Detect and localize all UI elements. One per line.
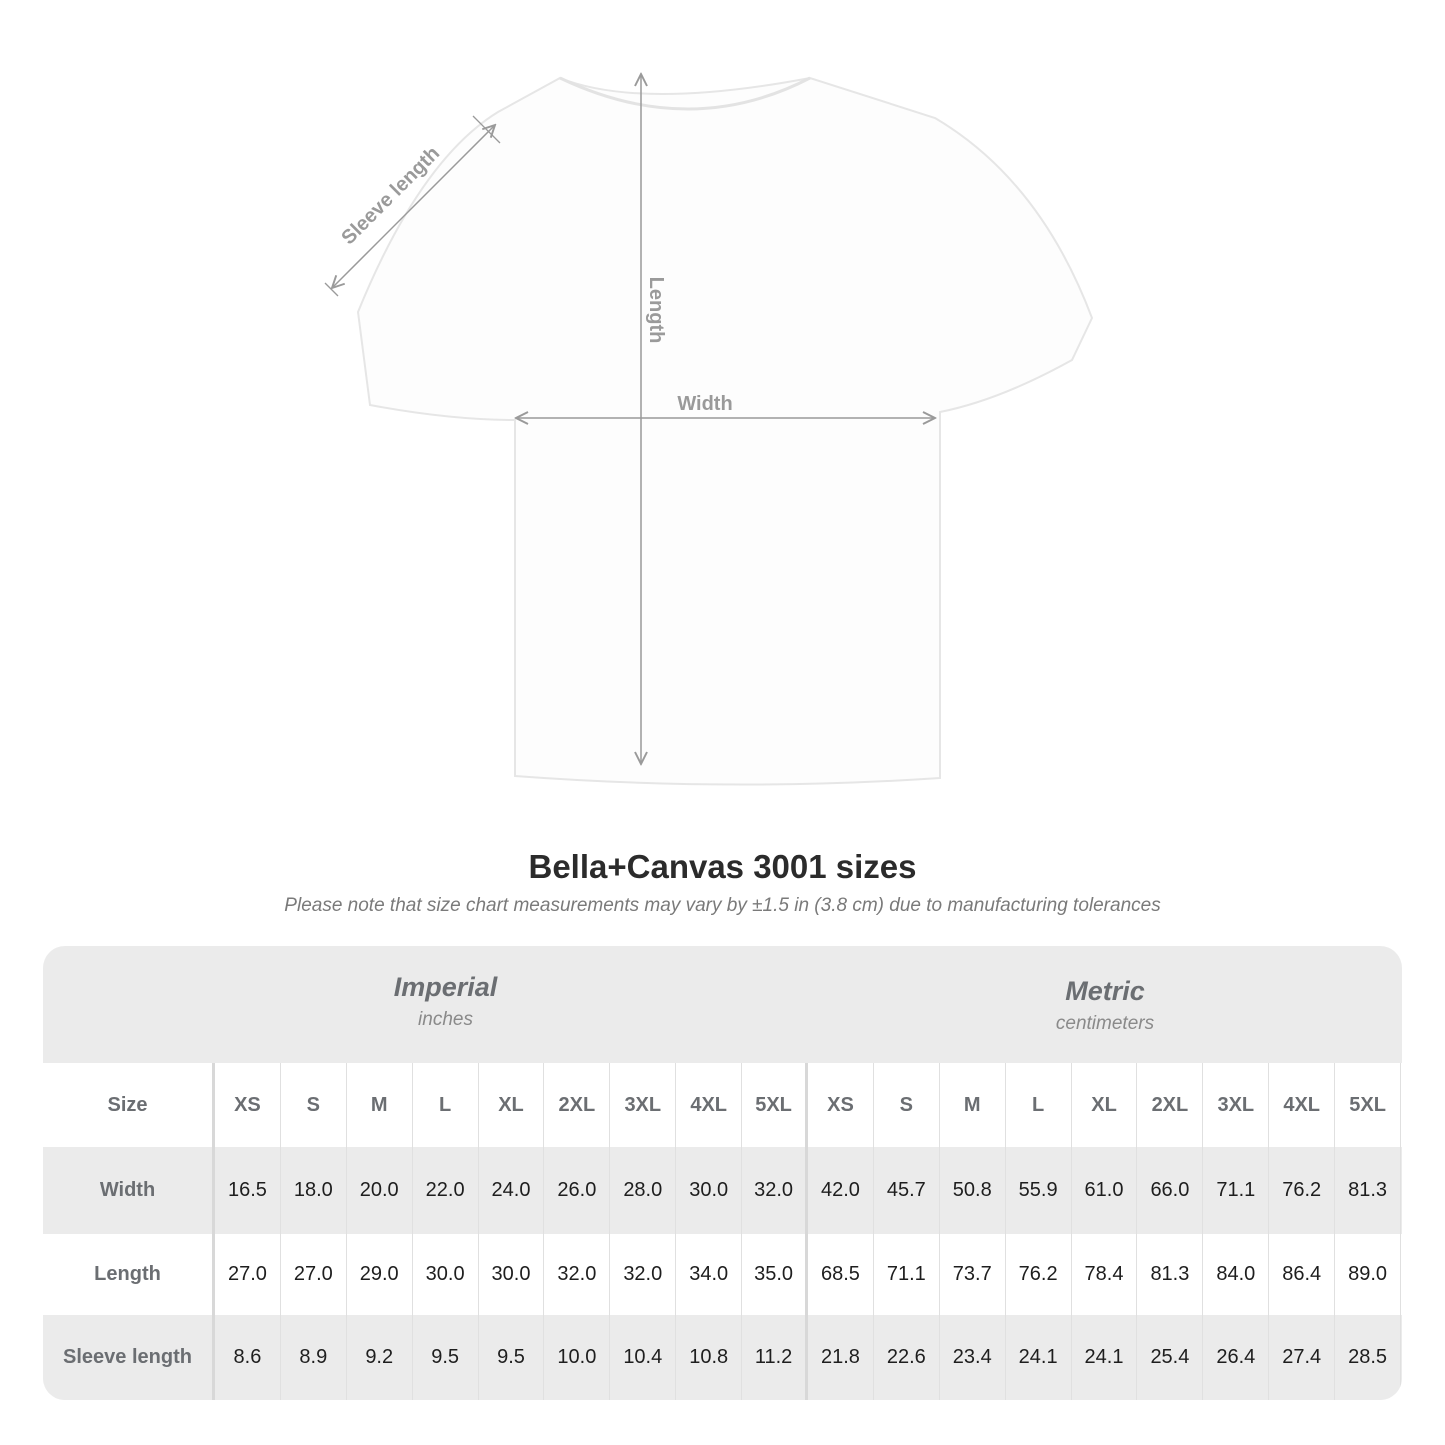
size-header-imperial: 2XL: [544, 1063, 611, 1147]
value-cell-imperial: 32.0: [544, 1234, 611, 1315]
size-header-imperial: 5XL: [742, 1063, 809, 1147]
value-cell-metric: 76.2: [1006, 1234, 1072, 1315]
size-header-imperial: 3XL: [610, 1063, 677, 1147]
table-row: Length 27.0 27.0 29.0 30.0 30.0 32.0 32.0 34.0 35…: [43, 1234, 1402, 1315]
size-header-metric: L: [1006, 1063, 1072, 1147]
value-cell-metric: 21.8: [808, 1315, 874, 1400]
tshirt-shape: [356, 76, 1094, 786]
value-cell-imperial: 30.0: [479, 1234, 545, 1315]
value-cell-imperial: 9.5: [413, 1315, 479, 1400]
size-header-metric: XL: [1072, 1063, 1138, 1147]
value-cell-imperial: 22.0: [413, 1147, 479, 1234]
value-cell-metric: 76.2: [1269, 1147, 1336, 1234]
value-cell-imperial: 8.6: [215, 1315, 281, 1400]
value-cell-imperial: 30.0: [676, 1147, 743, 1234]
value-cell-imperial: 20.0: [347, 1147, 413, 1234]
value-cell-metric: 68.5: [808, 1234, 874, 1315]
value-cell-imperial: 16.5: [215, 1147, 281, 1234]
value-cell-metric: 42.0: [808, 1147, 874, 1234]
value-cell-metric: 25.4: [1137, 1315, 1204, 1400]
value-cell-metric: 28.5: [1335, 1315, 1402, 1400]
value-cell-imperial: 27.0: [215, 1234, 281, 1315]
length-label: Length: [645, 277, 667, 344]
value-cell-metric: 89.0: [1335, 1234, 1402, 1315]
value-cell-imperial: 32.0: [610, 1234, 677, 1315]
tolerance-note: Please note that size chart measurements…: [284, 895, 1161, 916]
value-cell-imperial: 10.0: [544, 1315, 611, 1400]
value-cell-imperial: 34.0: [676, 1234, 743, 1315]
value-cell-metric: 81.3: [1335, 1147, 1402, 1234]
value-cell-imperial: 24.0: [479, 1147, 545, 1234]
size-header-metric: 3XL: [1203, 1063, 1270, 1147]
size-header-metric: M: [940, 1063, 1006, 1147]
value-cell-metric: 86.4: [1269, 1234, 1336, 1315]
value-cell-imperial: 10.8: [676, 1315, 743, 1400]
size-header-imperial: S: [281, 1063, 347, 1147]
value-cell-metric: 45.7: [874, 1147, 940, 1234]
value-cell-metric: 73.7: [940, 1234, 1006, 1315]
value-cell-imperial: 30.0: [413, 1234, 479, 1315]
value-cell-metric: 66.0: [1137, 1147, 1204, 1234]
value-cell-imperial: 32.0: [742, 1147, 809, 1234]
page-title: Bella+Canvas 3001 sizes: [528, 848, 917, 885]
value-cell-imperial: 26.0: [544, 1147, 611, 1234]
size-header-metric: 4XL: [1269, 1063, 1336, 1147]
value-cell-metric: 22.6: [874, 1315, 940, 1400]
tshirt-diagram: Sleeve length Length Width: [324, 0, 1094, 786]
value-cell-metric: 71.1: [874, 1234, 940, 1315]
value-cell-imperial: 18.0: [281, 1147, 347, 1234]
value-cell-imperial: 35.0: [742, 1234, 809, 1315]
value-cell-metric: 61.0: [1072, 1147, 1138, 1234]
table-row: Width 16.5 18.0 20.0 22.0 24.0 26.0 28.0 30.0 32.…: [43, 1147, 1402, 1234]
size-header-imperial: 4XL: [676, 1063, 743, 1147]
value-cell-imperial: 10.4: [610, 1315, 677, 1400]
value-cell-metric: 23.4: [940, 1315, 1006, 1400]
value-cell-imperial: 9.2: [347, 1315, 413, 1400]
table-row: Sleeve length 8.6 8.9 9.2 9.5 9.5 10.0 10.4 10.8…: [43, 1315, 1402, 1400]
value-cell-imperial: 28.0: [610, 1147, 677, 1234]
imperial-header: Imperial inches: [393, 972, 498, 1030]
metric-header: Metric centimeters: [1055, 976, 1155, 1034]
value-cell-metric: 24.1: [1072, 1315, 1138, 1400]
value-cell-metric: 27.4: [1269, 1315, 1336, 1400]
value-cell-metric: 81.3: [1137, 1234, 1204, 1315]
row-label: Length: [43, 1234, 215, 1315]
row-label: Width: [43, 1147, 215, 1234]
value-cell-imperial: 8.9: [281, 1315, 347, 1400]
value-cell-metric: 78.4: [1072, 1234, 1138, 1315]
size-table: Imperial inches Metric centimeters Size X…: [43, 946, 1402, 1400]
size-header-metric: 2XL: [1137, 1063, 1204, 1147]
sleeve-length-arrow: [332, 125, 495, 288]
value-cell-imperial: 29.0: [347, 1234, 413, 1315]
value-cell-imperial: 9.5: [479, 1315, 545, 1400]
row-label: Sleeve length: [43, 1315, 215, 1400]
size-header-metric: 5XL: [1335, 1063, 1402, 1147]
value-cell-imperial: 11.2: [742, 1315, 809, 1400]
size-header-imperial: XS: [215, 1063, 281, 1147]
value-cell-metric: 24.1: [1006, 1315, 1072, 1400]
row-label: Size: [43, 1063, 215, 1147]
value-cell-imperial: 27.0: [281, 1234, 347, 1315]
value-cell-metric: 71.1: [1203, 1147, 1270, 1234]
size-header-row: Size XS S M L XL 2XL 3XL 4XL 5XL XS S M L XL 2XL 3XL 4XL 5…: [43, 1063, 1402, 1147]
size-header-metric: S: [874, 1063, 940, 1147]
value-cell-metric: 26.4: [1203, 1315, 1270, 1400]
size-header-imperial: M: [347, 1063, 413, 1147]
value-cell-metric: 84.0: [1203, 1234, 1270, 1315]
size-header-metric: XS: [808, 1063, 874, 1147]
size-header-imperial: XL: [479, 1063, 545, 1147]
value-cell-metric: 50.8: [940, 1147, 1006, 1234]
value-cell-metric: 55.9: [1006, 1147, 1072, 1234]
size-header-imperial: L: [413, 1063, 479, 1147]
width-label: Width: [677, 393, 732, 415]
